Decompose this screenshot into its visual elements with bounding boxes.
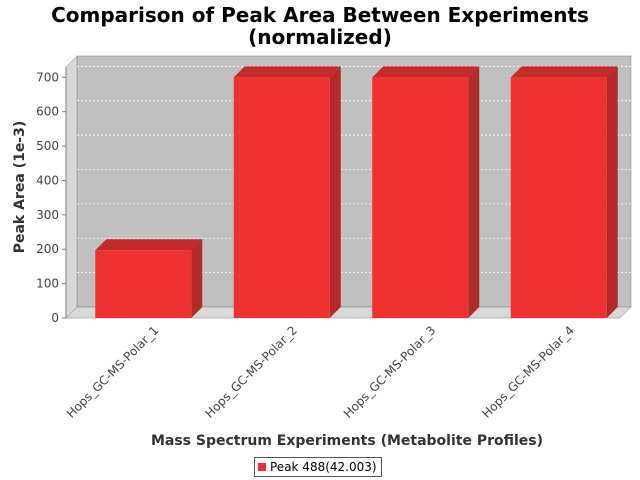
bar-top (233, 66, 341, 78)
bar-front (510, 77, 607, 319)
y-tick-label: 400 (36, 173, 59, 187)
bar-side (329, 66, 341, 319)
legend-swatch (258, 463, 266, 471)
bar-front (233, 77, 330, 319)
chart-title: Comparison of Peak Area Between Experime… (51, 3, 589, 27)
bar-front (95, 250, 192, 318)
bar (95, 239, 203, 318)
legend-label: Peak 488(42.003) (270, 460, 377, 474)
bar-top (95, 239, 203, 251)
x-axis-label: Mass Spectrum Experiments (Metabolite Pr… (151, 433, 543, 449)
bar-side (191, 239, 203, 318)
y-tick-label: 200 (36, 242, 59, 256)
chart-subtitle: (normalized) (248, 25, 392, 49)
bar-side (468, 66, 480, 319)
x-tick-label: Hops_GC-MS-Polar_1 (64, 323, 162, 421)
plot-left-wall (65, 55, 78, 319)
bar (510, 66, 618, 319)
bar-top (372, 66, 480, 78)
y-tick-label: 500 (36, 139, 59, 153)
bar (233, 66, 341, 319)
bars (95, 66, 618, 319)
bar (372, 66, 480, 319)
x-tick-label: Hops_GC-MS-Polar_3 (341, 323, 439, 421)
y-tick-label: 300 (36, 208, 59, 222)
y-tick-label: 600 (36, 105, 59, 119)
x-tick-label: Hops_GC-MS-Polar_4 (479, 323, 577, 421)
bar-front (372, 77, 469, 319)
x-axis: Hops_GC-MS-Polar_1 Hops_GC-MS-Polar_2 Hops… (64, 323, 577, 421)
y-axis: 0 100 200 300 400 500 600 700 (36, 67, 67, 325)
bar-side (606, 66, 618, 319)
y-axis-label: Peak Area (1e-3) (12, 121, 28, 254)
y-tick-label: 700 (36, 70, 59, 84)
legend: Peak 488(42.003) (254, 457, 382, 477)
bar-top (510, 66, 618, 78)
x-tick-label: Hops_GC-MS-Polar_2 (202, 323, 300, 421)
y-tick-label: 0 (51, 311, 59, 325)
y-tick-label: 100 (36, 277, 59, 291)
